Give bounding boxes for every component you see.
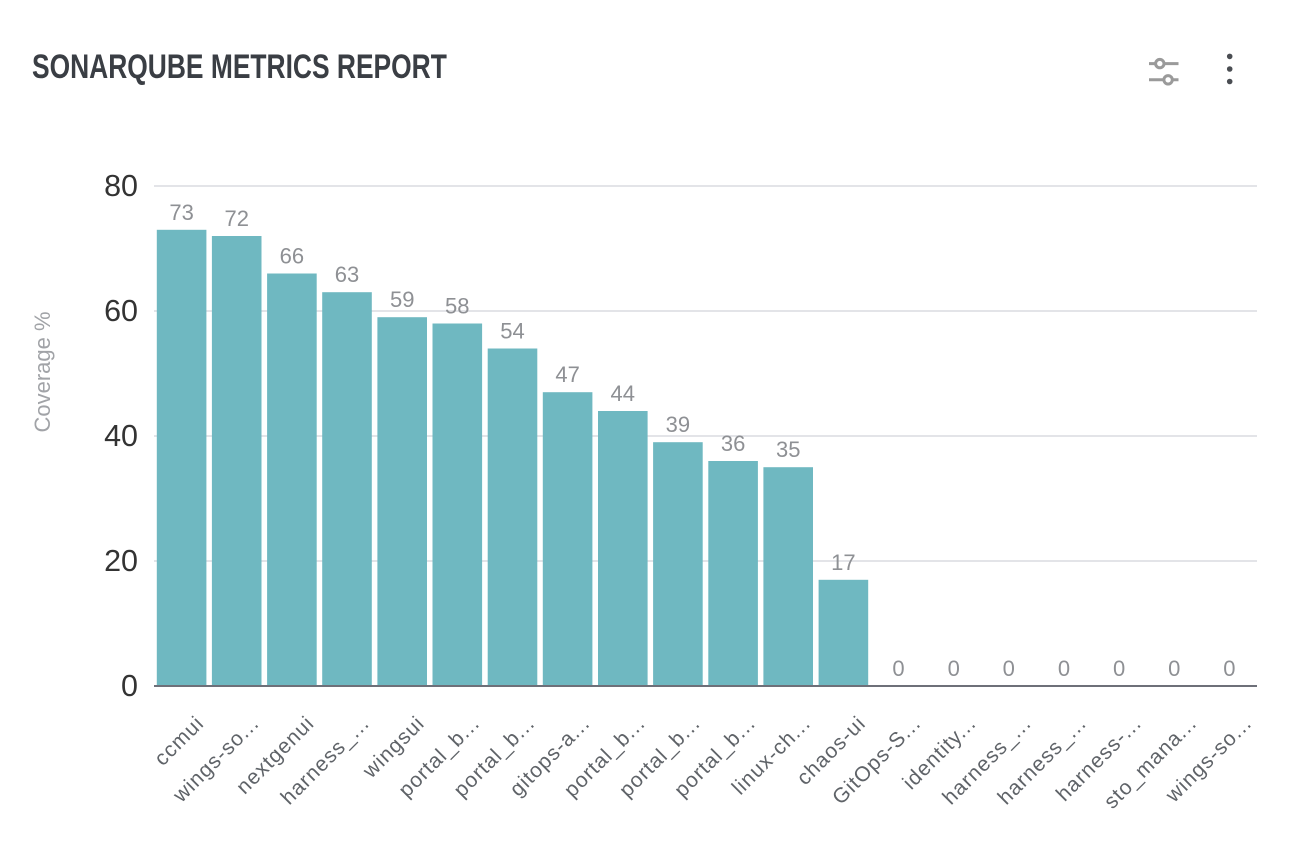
svg-text:35: 35 bbox=[776, 437, 800, 462]
svg-text:59: 59 bbox=[390, 287, 414, 312]
svg-text:0: 0 bbox=[1058, 656, 1070, 681]
svg-text:72: 72 bbox=[224, 206, 248, 231]
svg-text:40: 40 bbox=[104, 419, 138, 453]
svg-text:80: 80 bbox=[104, 169, 138, 203]
svg-text:73: 73 bbox=[169, 200, 193, 225]
svg-text:0: 0 bbox=[948, 656, 960, 681]
svg-text:63: 63 bbox=[335, 262, 359, 287]
svg-text:0: 0 bbox=[121, 669, 138, 703]
svg-text:0: 0 bbox=[892, 656, 904, 681]
svg-text:0: 0 bbox=[1168, 656, 1180, 681]
svg-text:0: 0 bbox=[1003, 656, 1015, 681]
svg-text:0: 0 bbox=[1223, 656, 1235, 681]
svg-text:0: 0 bbox=[1113, 656, 1125, 681]
svg-text:39: 39 bbox=[666, 412, 690, 437]
svg-text:54: 54 bbox=[500, 319, 524, 344]
svg-text:20: 20 bbox=[104, 544, 138, 578]
svg-text:44: 44 bbox=[611, 381, 635, 406]
svg-text:47: 47 bbox=[555, 362, 579, 387]
svg-text:58: 58 bbox=[445, 294, 469, 319]
svg-text:Coverage %: Coverage % bbox=[30, 311, 55, 432]
svg-text:66: 66 bbox=[280, 244, 304, 269]
svg-text:60: 60 bbox=[104, 294, 138, 328]
svg-text:17: 17 bbox=[831, 550, 855, 575]
svg-text:36: 36 bbox=[721, 431, 745, 456]
